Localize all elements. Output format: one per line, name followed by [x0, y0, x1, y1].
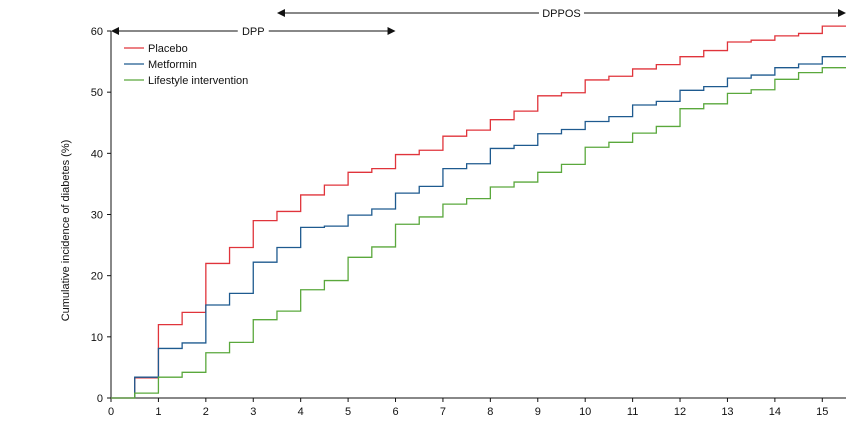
- y-tick-label: 20: [91, 271, 103, 283]
- series-line-lifestyle-intervention: [111, 67, 846, 399]
- series-line-metformin: [111, 56, 846, 399]
- x-tick-label: 11: [627, 406, 638, 418]
- period-arrow-right-dppos: [838, 9, 846, 17]
- x-tick-label: 10: [579, 406, 591, 418]
- x-tick-label: 13: [721, 406, 733, 418]
- x-tick-label: 4: [298, 406, 304, 418]
- x-tick-label: 12: [674, 406, 686, 418]
- x-tick-label: 2: [203, 406, 209, 418]
- x-tick-label: 14: [769, 406, 781, 418]
- period-label-dpp: DPP: [242, 26, 265, 38]
- x-tick-label: 5: [345, 406, 351, 418]
- period-arrow-left-dppos: [276, 9, 285, 17]
- x-tick-label: 6: [392, 406, 398, 418]
- legend-label-metformin: Metformin: [148, 59, 197, 71]
- period-label-dppos: DPPOS: [542, 8, 581, 20]
- x-tick-label: 7: [440, 406, 446, 418]
- y-tick-label: 0: [97, 393, 103, 405]
- y-tick-label: 50: [91, 87, 103, 99]
- legend-label-placebo: Placebo: [148, 43, 188, 55]
- x-tick-label: 9: [535, 406, 541, 418]
- y-tick-label: 60: [91, 26, 103, 38]
- y-tick-label: 30: [91, 210, 103, 222]
- x-tick-label: 1: [155, 406, 161, 418]
- y-axis-title: Cumulative incidence of diabetes (%): [60, 140, 72, 322]
- period-arrow-left-dpp: [111, 27, 119, 35]
- y-tick-label: 40: [91, 148, 103, 160]
- y-tick-label: 10: [91, 332, 103, 344]
- legend-label-lifestyle-intervention: Lifestyle intervention: [148, 75, 248, 87]
- x-tick-label: 0: [108, 406, 114, 418]
- period-arrow-right-dpp: [387, 27, 396, 35]
- x-tick-label: 8: [487, 406, 493, 418]
- series-line-placebo: [111, 25, 846, 399]
- x-tick-label: 15: [816, 406, 828, 418]
- x-tick-label: 3: [250, 406, 256, 418]
